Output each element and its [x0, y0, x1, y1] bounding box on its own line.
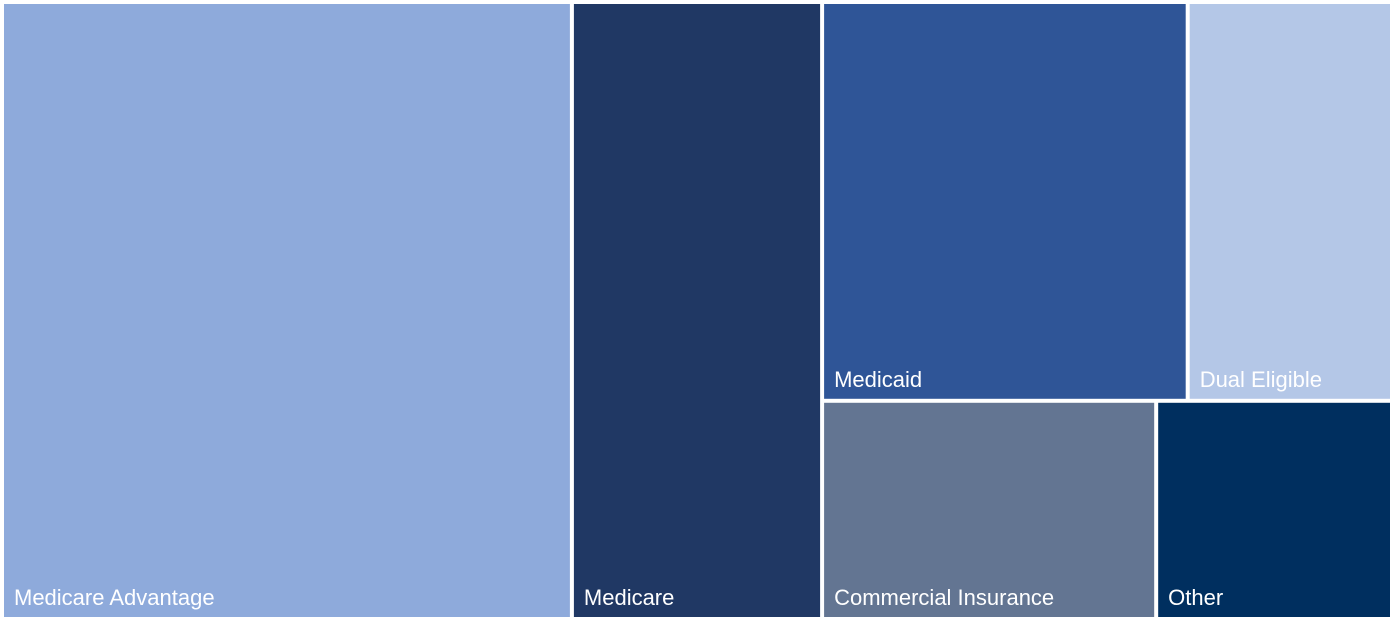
tile-label: Commercial Insurance	[834, 585, 1054, 610]
tile	[4, 4, 570, 617]
tile-label: Medicare Advantage	[14, 585, 215, 610]
tile	[573, 4, 821, 617]
tile-label: Medicaid	[834, 367, 922, 392]
tile	[1189, 4, 1390, 399]
tile	[824, 402, 1155, 617]
tile-label: Dual Eligible	[1200, 367, 1322, 392]
tile	[824, 4, 1186, 399]
tile-label: Other	[1168, 585, 1223, 610]
tile-label: Medicare	[584, 585, 674, 610]
tile	[1158, 402, 1390, 617]
